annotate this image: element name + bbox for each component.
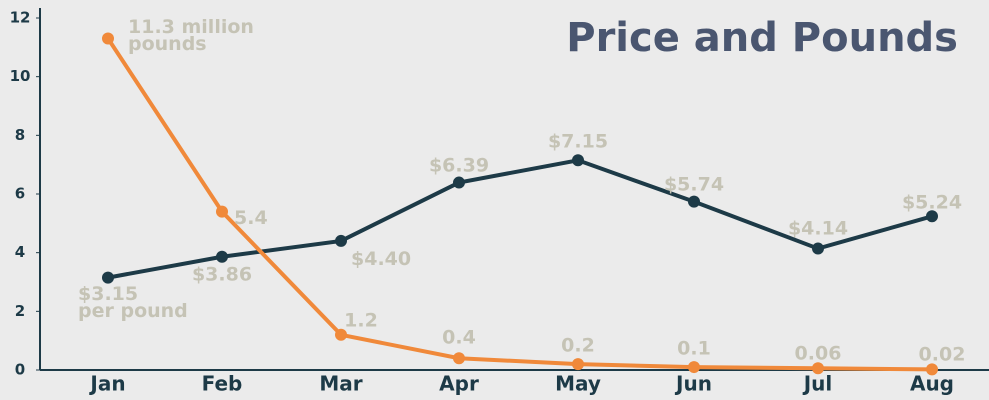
- y-tick-label: 0: [15, 361, 25, 379]
- point: [688, 361, 700, 374]
- y-tick-label: 4: [15, 243, 25, 261]
- value-label: 0.02: [918, 343, 966, 366]
- value-label: $5.24: [901, 191, 963, 214]
- y-tick-label: 8: [15, 126, 25, 144]
- value-label: $3.15 per pound: [78, 282, 188, 322]
- value-label: 0.1: [677, 337, 711, 360]
- point: [812, 362, 824, 375]
- value-label: $3.86: [191, 263, 253, 286]
- point: [926, 363, 938, 376]
- y-tick-label: 12: [10, 9, 31, 27]
- point: [688, 195, 700, 208]
- x-tick-label: Mar: [319, 372, 362, 396]
- point: [102, 271, 114, 284]
- point: [453, 176, 465, 189]
- value-label: 0.4: [442, 326, 476, 349]
- point: [453, 352, 465, 365]
- point: [926, 210, 938, 223]
- line: [107, 158, 933, 280]
- x-tick-label: Apr: [439, 372, 479, 396]
- value-label: $4.14: [787, 217, 849, 240]
- x-tick-label: Jul: [802, 372, 833, 396]
- y-tick-label: 10: [10, 67, 31, 85]
- y-tick-label: 6: [15, 185, 25, 203]
- x-tick-label: Aug: [910, 372, 954, 396]
- x-tick-label: Jun: [674, 372, 712, 396]
- value-label: 1.2: [344, 309, 378, 332]
- point: [335, 328, 347, 341]
- value-label: $7.15: [547, 130, 609, 153]
- point: [572, 358, 584, 371]
- value-label: $5.74: [663, 173, 725, 196]
- point: [216, 205, 228, 218]
- value-label: 5.4: [234, 206, 268, 229]
- point: [572, 154, 584, 167]
- x-tick-label: Feb: [202, 372, 243, 396]
- value-label: 0.2: [561, 334, 595, 357]
- point: [812, 242, 824, 255]
- value-label: 0.06: [794, 342, 842, 365]
- line: [106, 37, 933, 372]
- value-label: 11.3 million pounds: [128, 15, 254, 55]
- point: [216, 250, 228, 263]
- x-tick-label: May: [555, 372, 601, 396]
- value-label: $4.40: [351, 247, 412, 270]
- y-tick-label: 2: [15, 302, 25, 320]
- value-label: $6.39: [428, 154, 490, 177]
- point: [335, 234, 347, 247]
- chart-title: Price and Pounds: [566, 15, 958, 61]
- point: [102, 32, 114, 45]
- x-tick-label: Jan: [88, 372, 125, 396]
